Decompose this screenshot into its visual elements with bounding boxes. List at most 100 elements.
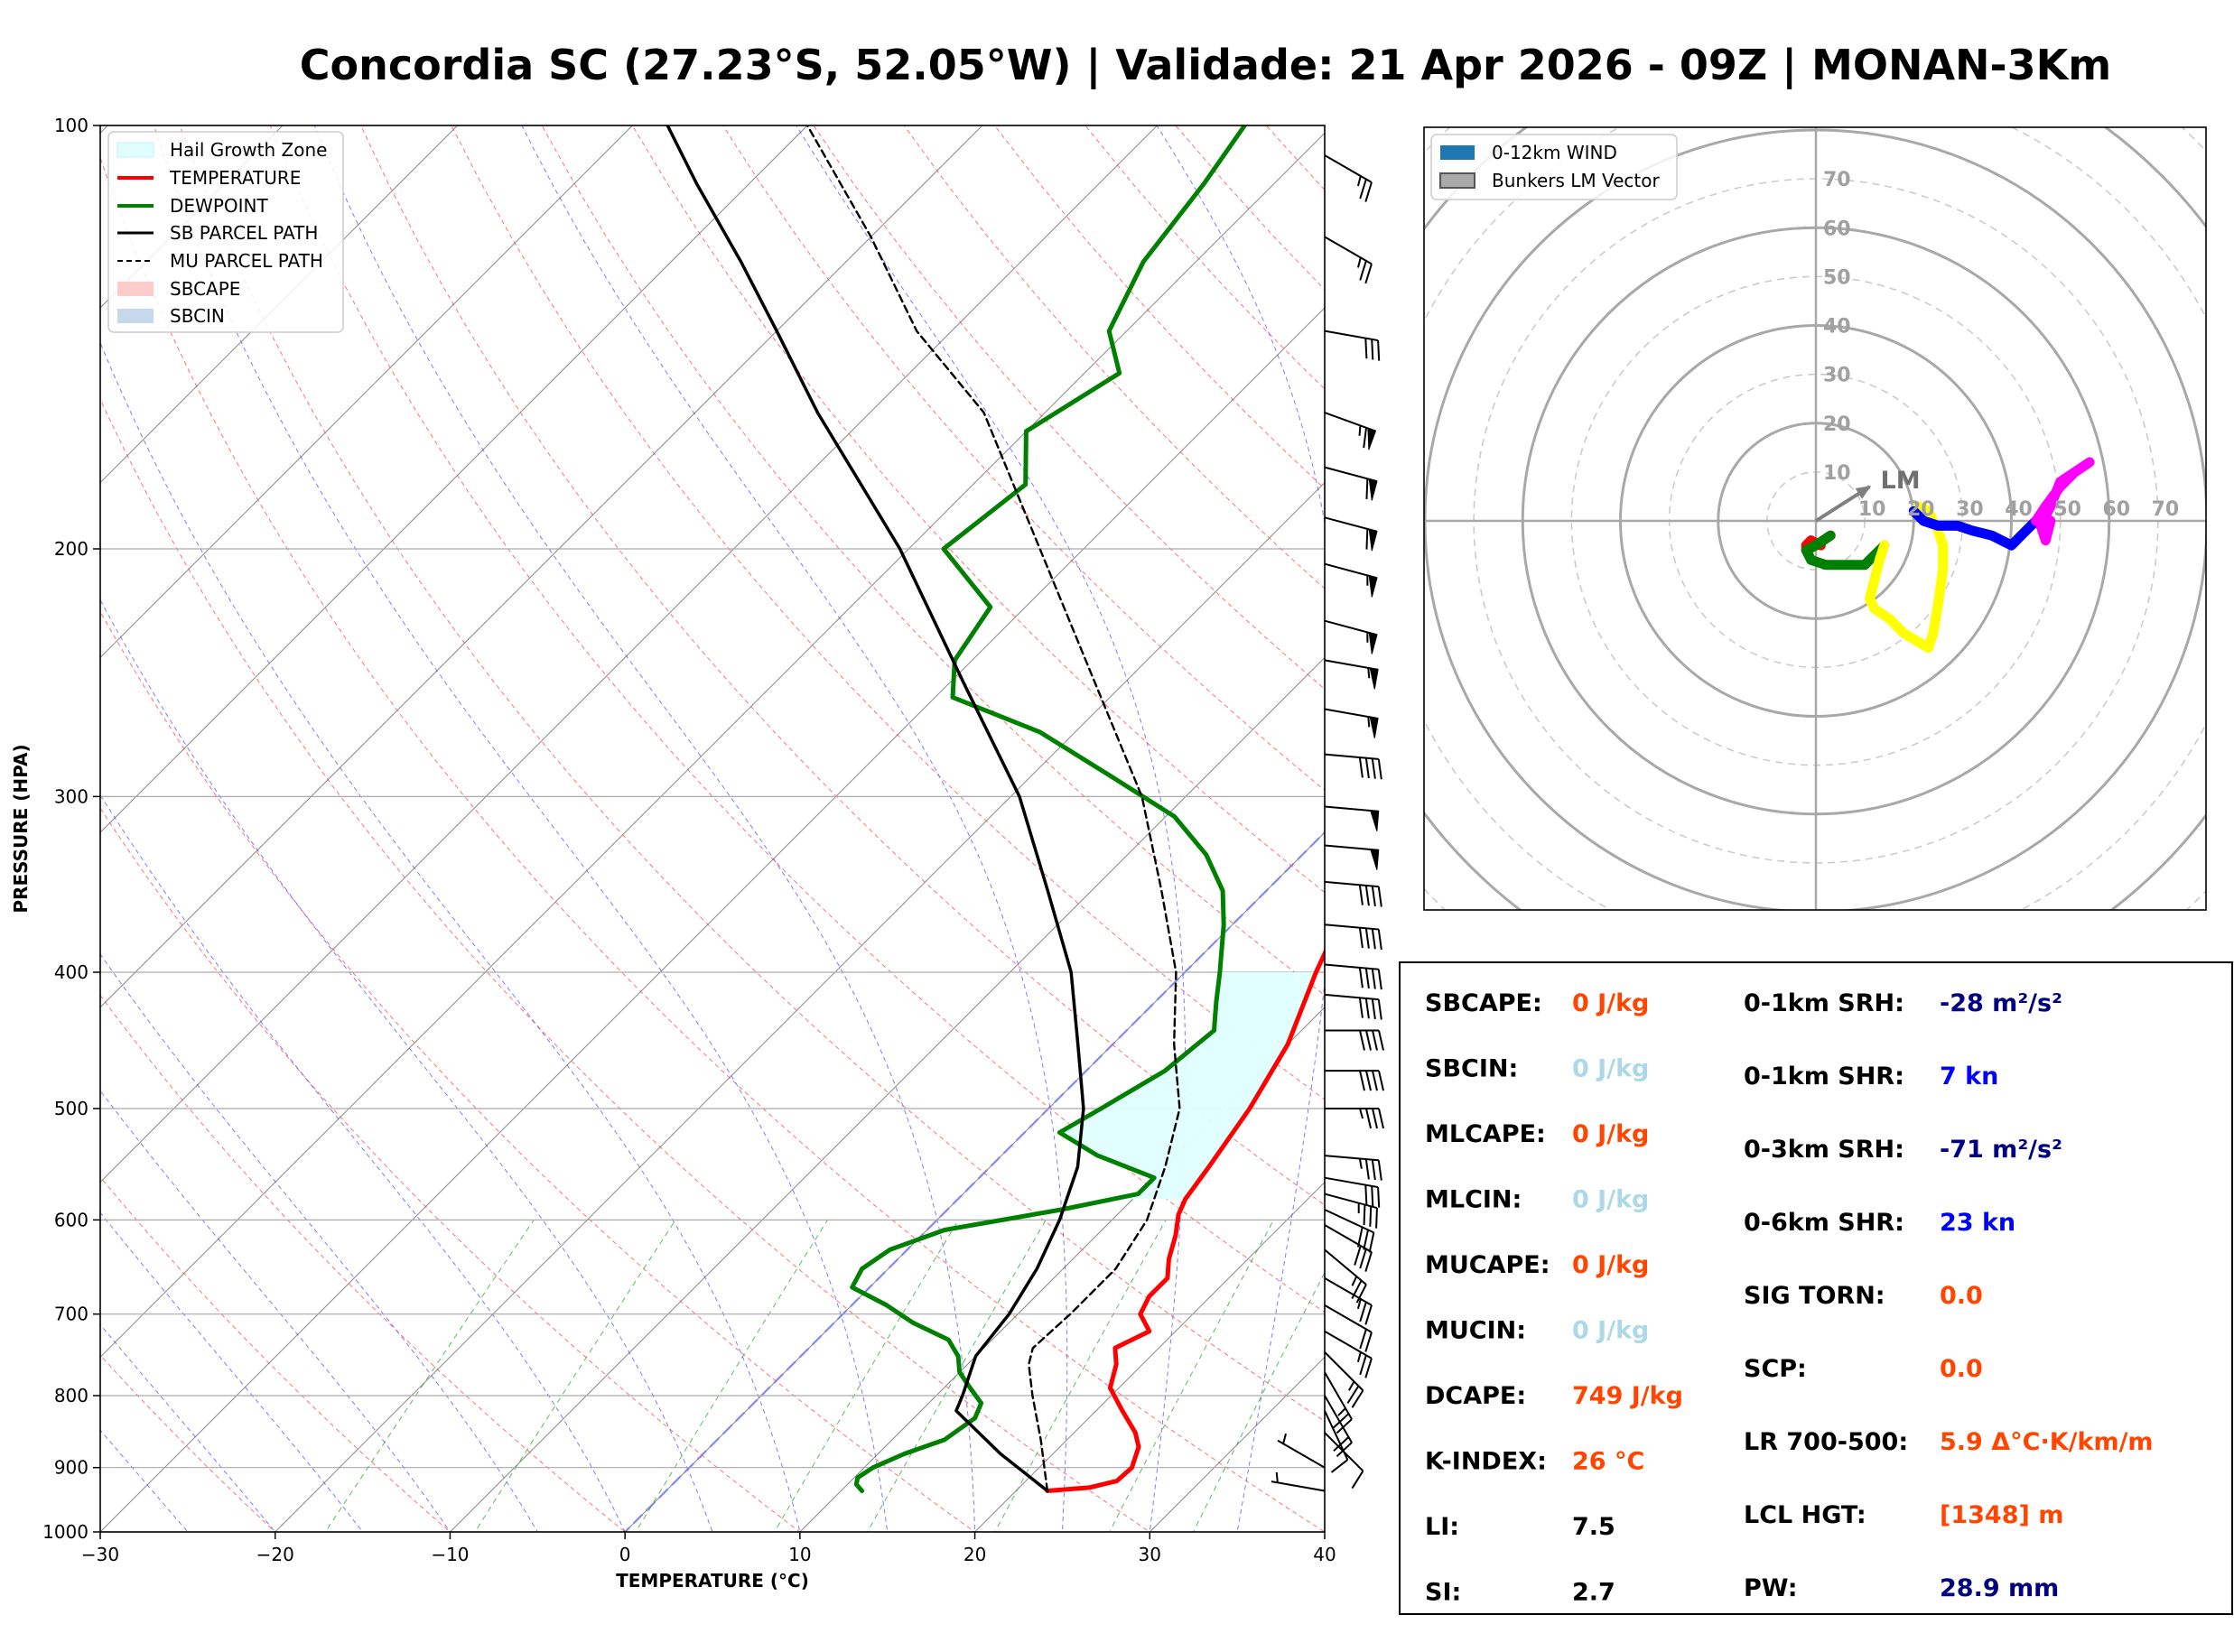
index-value: 0.0 bbox=[1940, 1355, 1983, 1383]
barb-half-feather bbox=[1282, 1433, 1287, 1444]
index-label: PW: bbox=[1744, 1574, 1798, 1602]
barb-feather bbox=[1375, 1208, 1378, 1229]
hodograph-ring-label-y: 20 bbox=[1823, 413, 1851, 436]
sb-parcel-line bbox=[666, 125, 1085, 1493]
legend-lm: Bunkers LM Vector bbox=[1492, 170, 1661, 191]
isotherm-line bbox=[973, 1181, 1325, 1532]
barb-half-feather bbox=[1275, 1471, 1279, 1483]
hodograph-segment bbox=[1908, 506, 2042, 551]
hodograph-ring-label-x: 30 bbox=[1956, 498, 1984, 521]
barb-feather bbox=[1359, 1248, 1367, 1269]
wind-barb bbox=[1324, 805, 1380, 831]
mixing-ratio-line bbox=[994, 1220, 1167, 1532]
index-value: 749 J/kg bbox=[1572, 1382, 1683, 1410]
index-label: DCAPE: bbox=[1425, 1382, 1526, 1410]
legend-dewpoint: DEWPOINT bbox=[170, 195, 268, 217]
index-value: 0 J/kg bbox=[1572, 1055, 1649, 1083]
wind-barb bbox=[1325, 1070, 1384, 1091]
dry-adiabat-line bbox=[100, 610, 976, 1532]
barb-half-feather bbox=[1337, 1407, 1346, 1416]
barb-half-feather bbox=[1356, 1298, 1362, 1310]
legend-swatch-sbcape bbox=[117, 282, 154, 296]
wind-barb bbox=[1324, 1276, 1373, 1325]
moist-adiabat-line bbox=[100, 1211, 364, 1532]
wind-barb bbox=[1324, 708, 1379, 738]
hodograph-panel: 10 10 20 20 30 30 40 40 50 50 60 60 70 70 LM 0-12km WI… bbox=[1423, 126, 2207, 911]
wind-barb bbox=[1324, 236, 1373, 284]
barb-feather bbox=[1358, 998, 1364, 1018]
x-tick-label: −30 bbox=[81, 1544, 119, 1565]
index-value: 7.5 bbox=[1572, 1513, 1615, 1541]
barb-feather bbox=[1363, 427, 1368, 449]
barb-feather bbox=[1364, 1251, 1373, 1272]
barb-half-feather bbox=[1356, 257, 1362, 268]
legend-swatch-lm bbox=[1439, 172, 1475, 189]
barb-feather bbox=[1359, 1329, 1367, 1350]
wind-barb bbox=[1324, 1176, 1381, 1208]
moist-adiabat-line bbox=[100, 1429, 189, 1532]
wind-barb bbox=[1324, 880, 1382, 907]
barb-feather bbox=[1355, 1284, 1367, 1304]
barb-pennant bbox=[1368, 478, 1378, 501]
index-label: K-INDEX: bbox=[1425, 1448, 1547, 1476]
index-value: 0 J/kg bbox=[1572, 1186, 1649, 1214]
index-value: [1348] m bbox=[1940, 1501, 2063, 1529]
barb-feather bbox=[1377, 758, 1382, 780]
isotherm-line bbox=[100, 132, 1325, 1358]
mu-parcel-line bbox=[805, 125, 1181, 1492]
wind-barb bbox=[1324, 1155, 1382, 1181]
legend-hail: Hail Growth Zone bbox=[170, 139, 327, 161]
index-label: MLCIN: bbox=[1425, 1186, 1522, 1214]
index-value: 0 J/kg bbox=[1572, 1251, 1649, 1279]
wind-barb bbox=[1324, 1410, 1349, 1473]
hodograph-ring-label-x: 50 bbox=[2053, 498, 2081, 521]
moist-adiabat-line bbox=[100, 794, 626, 1532]
hodograph-legend: 0-12km WIND Bunkers LM Vector bbox=[1430, 134, 1678, 200]
wind-barb bbox=[1324, 516, 1378, 552]
index-value: 7 kn bbox=[1940, 1063, 1998, 1091]
barb-feather bbox=[1365, 528, 1369, 550]
hodograph-ring-label-y: 60 bbox=[1823, 218, 1851, 240]
barb-feather bbox=[1371, 968, 1376, 989]
x-tick-label: 40 bbox=[1313, 1544, 1336, 1565]
barb-staff bbox=[1324, 923, 1379, 931]
lm-vector-label: LM bbox=[1881, 467, 1921, 495]
hodograph-ring-label-x: 10 bbox=[1858, 498, 1886, 521]
index-label: 0-1km SRH: bbox=[1744, 989, 1904, 1017]
barb-staff bbox=[1324, 236, 1373, 265]
x-tick-label: 20 bbox=[963, 1544, 986, 1565]
wind-barb bbox=[1324, 963, 1382, 990]
barb-feather bbox=[1369, 1206, 1373, 1227]
skewt-panel: −30 −20 −10 0 10 20 30 40 1000 900 800 700 600 500 40… bbox=[10, 115, 1384, 1592]
barb-feather bbox=[1364, 1358, 1373, 1378]
wind-barb bbox=[1277, 1433, 1326, 1469]
barb-staff bbox=[1324, 1193, 1378, 1210]
hodograph-ring-label-x: 60 bbox=[2102, 498, 2130, 521]
barb-half-feather bbox=[1367, 667, 1371, 679]
barb-feather bbox=[1371, 928, 1376, 950]
barb-feather bbox=[1364, 968, 1370, 988]
x-axis-ticks: −30 −20 −10 0 10 20 30 40 bbox=[81, 1532, 1336, 1565]
dry-adiabat-line bbox=[722, 125, 1325, 792]
barb-staff bbox=[1324, 963, 1379, 970]
mixing-ratio-line bbox=[635, 1220, 828, 1532]
barb-feather bbox=[1364, 264, 1373, 284]
barb-feather bbox=[1377, 1160, 1382, 1181]
y-tick-label: 100 bbox=[54, 115, 88, 136]
barb-feather bbox=[1377, 1187, 1381, 1208]
index-label: SCP: bbox=[1744, 1355, 1807, 1383]
dry-adiabat-line bbox=[179, 125, 1325, 1422]
index-label: LCL HGT: bbox=[1744, 1501, 1866, 1529]
hodograph-ring-label-y: 50 bbox=[1823, 266, 1851, 289]
y-axis-label: PRESSURE (HPA) bbox=[10, 744, 32, 913]
barb-feather bbox=[1351, 1389, 1364, 1408]
barb-feather bbox=[1336, 1418, 1353, 1434]
barb-feather bbox=[1359, 1302, 1367, 1323]
barb-feather bbox=[1358, 927, 1364, 949]
skewt-profiles bbox=[666, 125, 1325, 1493]
wind-barb bbox=[1271, 1471, 1326, 1492]
wind-barb bbox=[1324, 1351, 1364, 1408]
dry-adiabat-line bbox=[100, 807, 801, 1532]
dry-adiabat-line bbox=[100, 1354, 276, 1532]
barb-staff bbox=[1324, 1410, 1349, 1461]
